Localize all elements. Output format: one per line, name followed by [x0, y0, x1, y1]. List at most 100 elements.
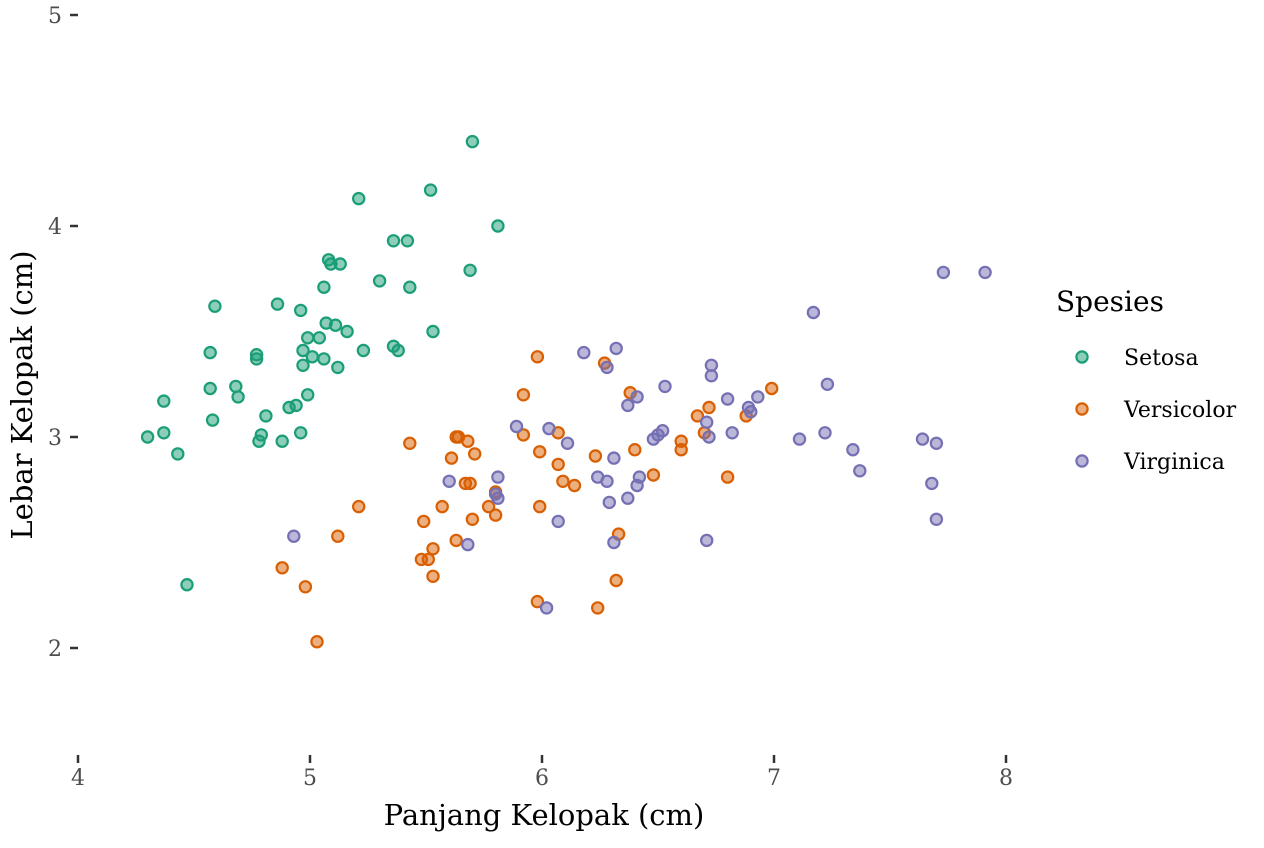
data-point: [403, 436, 417, 450]
data-point: [516, 428, 531, 442]
legend: Spesies Setosa Versicolor Virginica: [1056, 285, 1237, 475]
x-axis-title: Panjang Kelopak (cm): [384, 798, 705, 832]
data-point: [751, 390, 765, 404]
data-point: [630, 390, 644, 404]
data-point: [491, 470, 505, 484]
legend-key: [1075, 402, 1089, 416]
data-point: [846, 443, 860, 457]
data-point: [806, 305, 821, 320]
data-point: [609, 573, 623, 588]
data-point: [720, 392, 735, 406]
plot-panel: [140, 134, 992, 649]
data-point: [516, 388, 531, 402]
data-point: [720, 470, 735, 484]
legend-item-virginica: Virginica: [1075, 450, 1225, 475]
x-tick-label: 6: [535, 766, 549, 791]
data-point: [254, 428, 268, 442]
data-point: [488, 508, 503, 522]
data-point: [600, 360, 614, 375]
data-point: [352, 499, 366, 514]
data-point: [294, 426, 308, 440]
data-point: [294, 303, 308, 318]
data-point: [658, 379, 672, 394]
legend-label: Virginica: [1123, 450, 1225, 475]
data-point: [577, 345, 591, 360]
data-point: [468, 447, 482, 461]
data-point: [700, 415, 714, 429]
data-point: [203, 345, 217, 360]
legend-key: [1075, 350, 1089, 364]
series-versicolor: [275, 350, 779, 649]
data-point: [690, 409, 705, 423]
data-point: [259, 409, 273, 423]
data-point: [287, 529, 301, 543]
y-tick-label: 4: [48, 215, 62, 240]
data-point: [426, 569, 440, 584]
data-point: [331, 529, 345, 543]
data-point: [298, 580, 313, 594]
data-point: [481, 499, 496, 514]
data-point: [203, 381, 217, 396]
data-point: [423, 183, 438, 197]
data-point: [628, 443, 642, 457]
data-point: [461, 434, 475, 448]
data-point: [463, 263, 477, 277]
data-point: [157, 426, 171, 440]
data-point: [765, 381, 779, 396]
data-point: [702, 400, 716, 415]
data-point: [567, 478, 582, 493]
data-point: [607, 535, 621, 550]
data-point: [157, 394, 171, 408]
data-point: [449, 533, 463, 548]
data-point: [461, 537, 475, 552]
data-point: [296, 343, 310, 358]
data-point: [205, 413, 220, 427]
data-point: [465, 134, 480, 149]
x-axis: 4 5 6 7 8: [71, 755, 1013, 791]
data-point: [929, 512, 944, 527]
data-point: [588, 449, 603, 463]
data-point: [600, 474, 614, 488]
data-point: [249, 348, 264, 362]
data-point: [533, 445, 547, 459]
data-point: [491, 491, 505, 505]
data-point: [792, 432, 807, 446]
data-point: [435, 499, 449, 514]
y-axis: 2 3 4 5: [48, 4, 78, 662]
data-point: [820, 377, 835, 391]
y-tick-label: 2: [48, 637, 62, 662]
data-point: [426, 324, 440, 339]
data-point: [700, 533, 714, 548]
data-point: [328, 318, 343, 332]
data-point: [312, 331, 326, 345]
data-point: [704, 369, 719, 383]
data-point: [646, 468, 661, 482]
data-point: [929, 436, 944, 450]
data-point: [491, 219, 505, 233]
legend-title: Spesies: [1056, 285, 1164, 318]
data-point: [551, 514, 565, 529]
legend-key: [1075, 454, 1089, 468]
data-point: [463, 476, 477, 491]
data-point: [140, 430, 155, 444]
data-point: [305, 350, 319, 364]
series-setosa: [140, 134, 505, 592]
y-axis-title: Lebar Kelopak (cm): [5, 250, 39, 539]
data-point: [702, 430, 716, 444]
data-point: [400, 234, 415, 248]
data-point: [310, 635, 324, 649]
data-point: [442, 474, 456, 488]
data-point: [655, 424, 670, 438]
data-point: [356, 343, 371, 358]
data-point: [509, 419, 524, 434]
legend-item-setosa: Setosa: [1075, 346, 1199, 371]
data-point: [426, 542, 440, 556]
data-point: [621, 398, 635, 413]
data-point: [275, 561, 289, 575]
data-point: [853, 464, 867, 478]
data-point: [275, 434, 289, 448]
data-point: [556, 474, 570, 488]
x-tick-label: 4: [71, 766, 85, 791]
data-point: [978, 265, 992, 280]
